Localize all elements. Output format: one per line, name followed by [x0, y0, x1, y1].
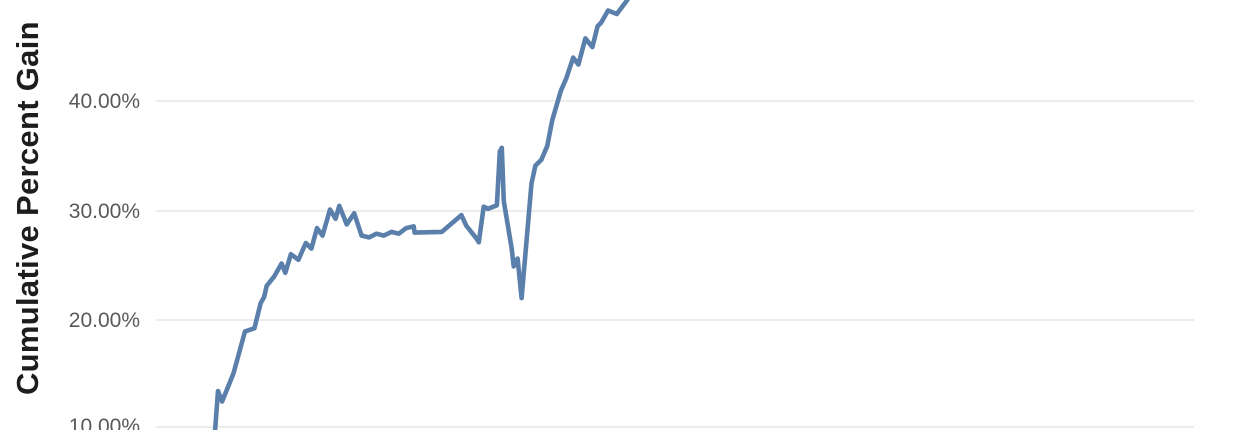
svg-text:40.00%: 40.00% — [69, 90, 140, 113]
svg-text:30.00%: 30.00% — [69, 200, 140, 223]
svg-text:10.00%: 10.00% — [69, 415, 140, 430]
svg-text:Cumulative Percent Gain: Cumulative Percent Gain — [10, 21, 45, 395]
svg-text:20.00%: 20.00% — [69, 309, 140, 332]
